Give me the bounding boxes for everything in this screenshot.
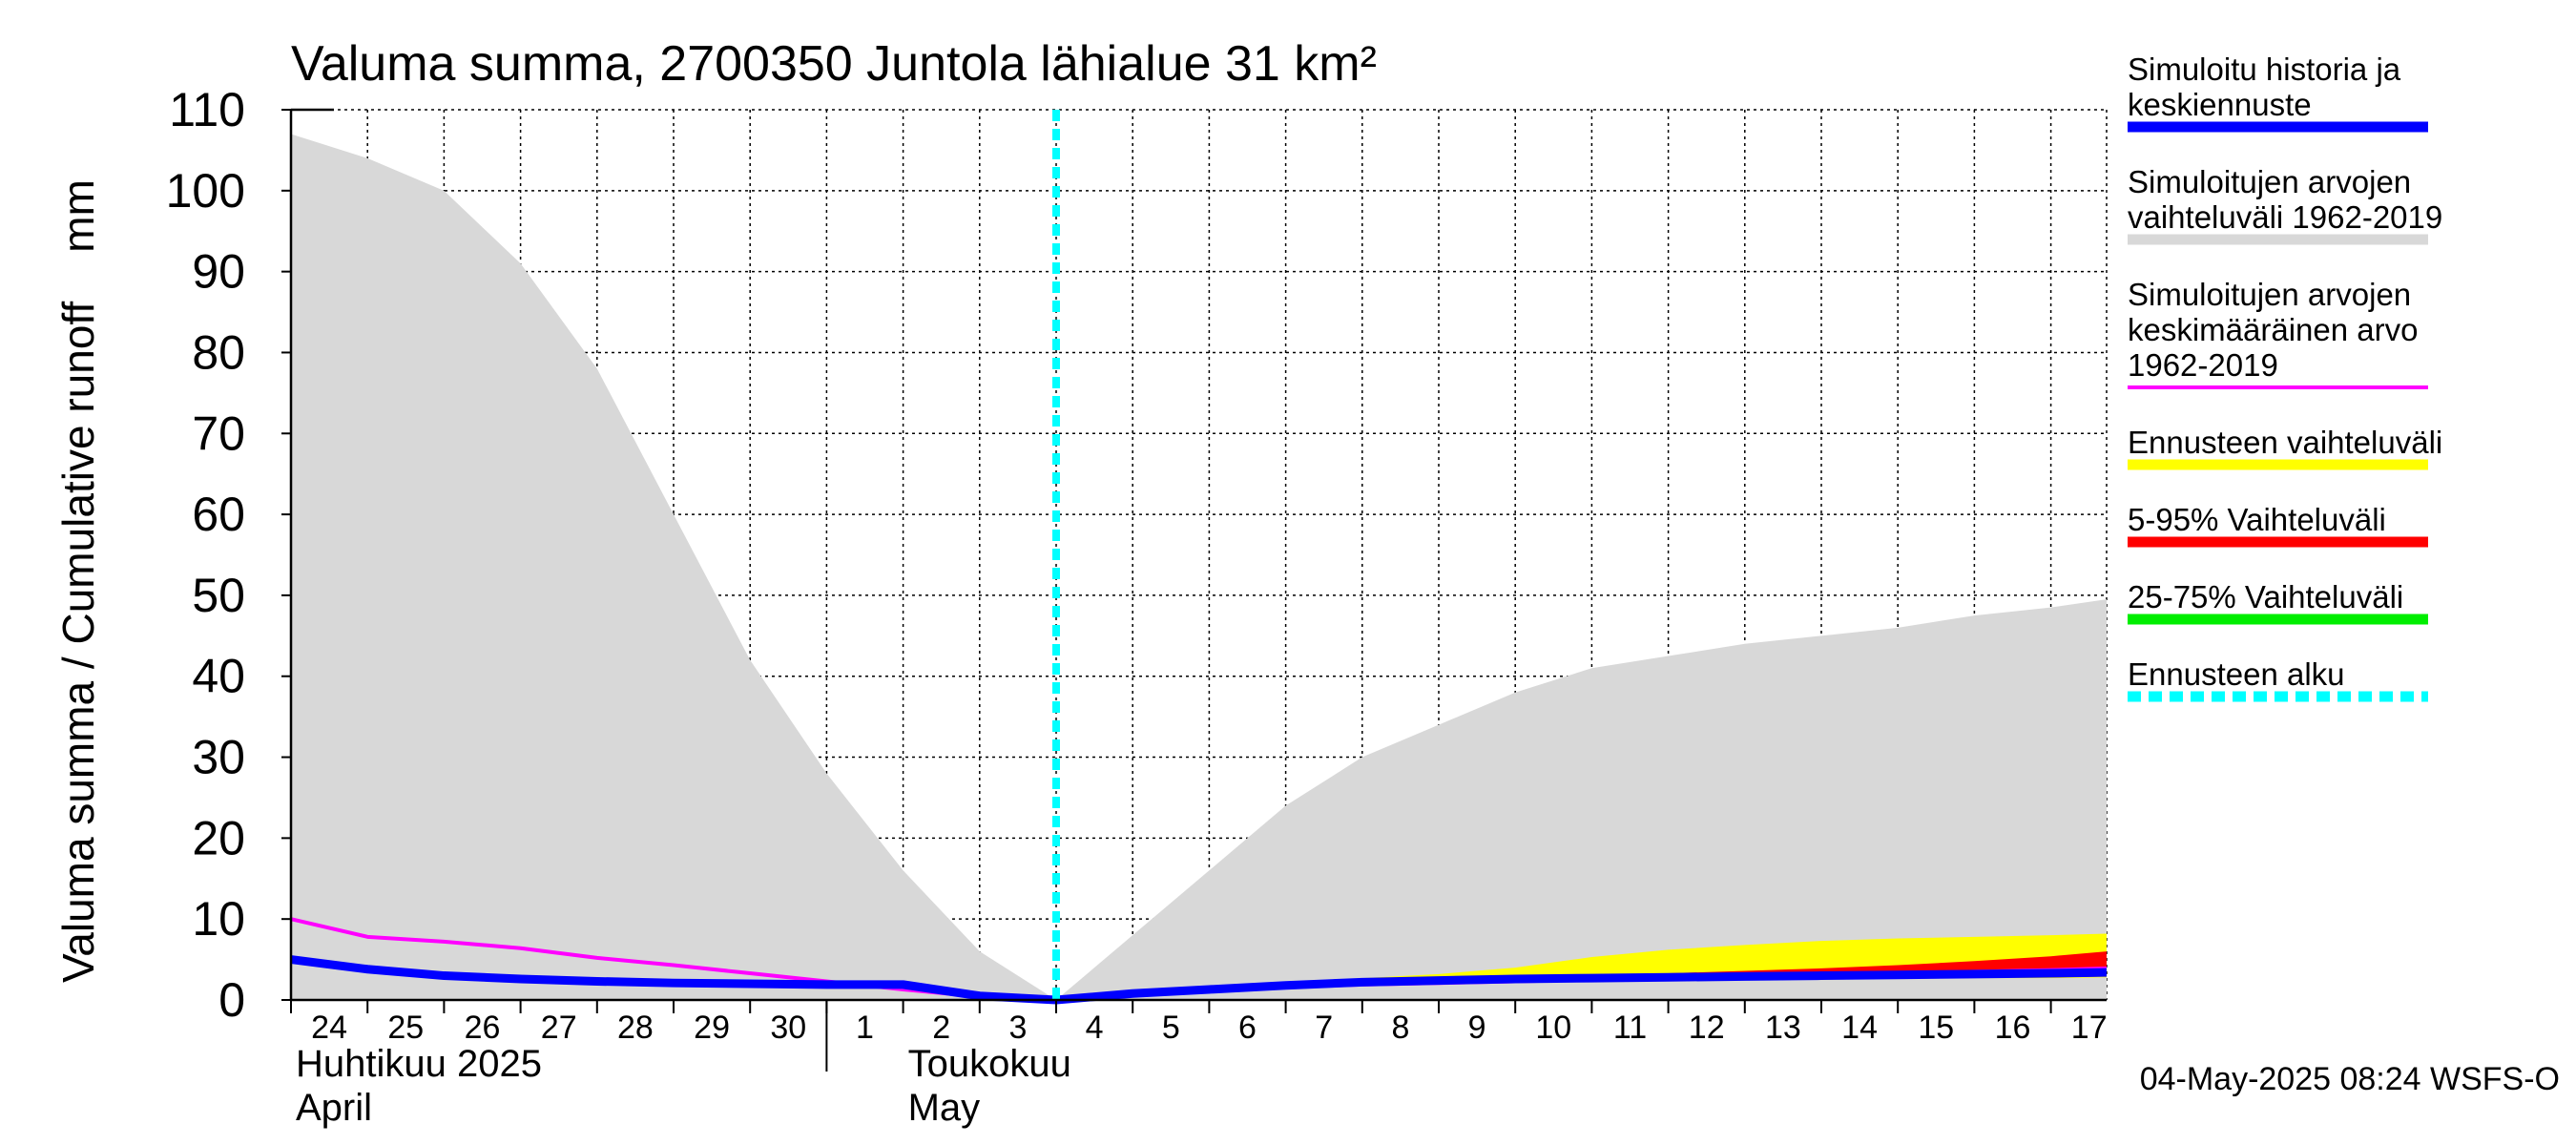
x-tick-label: 30 (770, 1010, 806, 1046)
x-tick-label: 29 (694, 1010, 730, 1046)
chart-title: Valuma summa, 2700350 Juntola lähialue 3… (291, 36, 1377, 92)
y-tick-label: 90 (192, 245, 245, 299)
legend-label: Ennusteen alku (2128, 656, 2345, 692)
legend-label: Simuloitu historia ja (2128, 52, 2401, 87)
x-tick-label: 25 (387, 1010, 424, 1046)
x-tick-label: 17 (2071, 1010, 2108, 1046)
legend-label: vaihteluväli 1962-2019 (2128, 199, 2442, 235)
legend-label: Simuloitujen arvojen (2128, 164, 2411, 199)
x-tick-label: 1 (856, 1010, 874, 1046)
x-tick-label: 3 (1008, 1010, 1027, 1046)
x-tick-label: 10 (1535, 1010, 1571, 1046)
legend-label: 1962-2019 (2128, 347, 2278, 383)
y-axis-label: Valuma summa / Cumulative runoff mm (53, 179, 103, 983)
x-tick-label: 6 (1238, 1010, 1257, 1046)
month-label-fi: Toukokuu (908, 1043, 1071, 1085)
footer-timestamp: 04-May-2025 08:24 WSFS-O (2140, 1061, 2560, 1097)
x-tick-label: 26 (465, 1010, 501, 1046)
x-tick-label: 28 (617, 1010, 654, 1046)
series-line (290, 955, 2108, 1005)
x-tick-label: 13 (1765, 1010, 1801, 1046)
y-tick-label: 50 (192, 569, 245, 622)
month-label-en: April (296, 1087, 372, 1129)
y-tick-label: 10 (192, 892, 245, 946)
y-tick-label: 0 (218, 973, 245, 1027)
y-tick-label: 30 (192, 731, 245, 784)
legend-label: 25-75% Vaihteluväli (2128, 579, 2403, 614)
x-tick-label: 5 (1162, 1010, 1180, 1046)
x-tick-label: 2 (932, 1010, 950, 1046)
legend-label: keskiennuste (2128, 87, 2312, 122)
x-tick-label: 12 (1689, 1010, 1725, 1046)
x-tick-label: 16 (1995, 1010, 2031, 1046)
y-tick-label: 40 (192, 650, 245, 703)
y-tick-label: 60 (192, 488, 245, 541)
x-tick-label: 9 (1468, 1010, 1486, 1046)
y-tick-label: 100 (166, 164, 245, 218)
legend-label: Simuloitujen arvojen (2128, 277, 2411, 312)
x-tick-label: 15 (1918, 1010, 1954, 1046)
y-tick-label: 20 (192, 811, 245, 864)
x-tick-label: 14 (1841, 1010, 1878, 1046)
x-tick-label: 11 (1613, 1010, 1647, 1046)
x-tick-label: 8 (1391, 1010, 1409, 1046)
y-tick-label: 70 (192, 406, 245, 460)
month-label-fi: Huhtikuu 2025 (296, 1043, 542, 1085)
x-tick-label: 24 (311, 1010, 347, 1046)
month-label-en: May (908, 1087, 981, 1129)
series-band (291, 134, 2107, 1001)
legend-label: Ennusteen vaihteluväli (2128, 425, 2442, 460)
y-tick-label: 110 (169, 83, 245, 136)
legend-label: 5-95% Vaihteluväli (2128, 502, 2386, 537)
x-tick-label: 7 (1315, 1010, 1333, 1046)
x-tick-label: 27 (541, 1010, 577, 1046)
y-tick-label: 80 (192, 325, 245, 379)
x-tick-label: 4 (1086, 1010, 1104, 1046)
legend-label: keskimääräinen arvo (2128, 312, 2418, 347)
